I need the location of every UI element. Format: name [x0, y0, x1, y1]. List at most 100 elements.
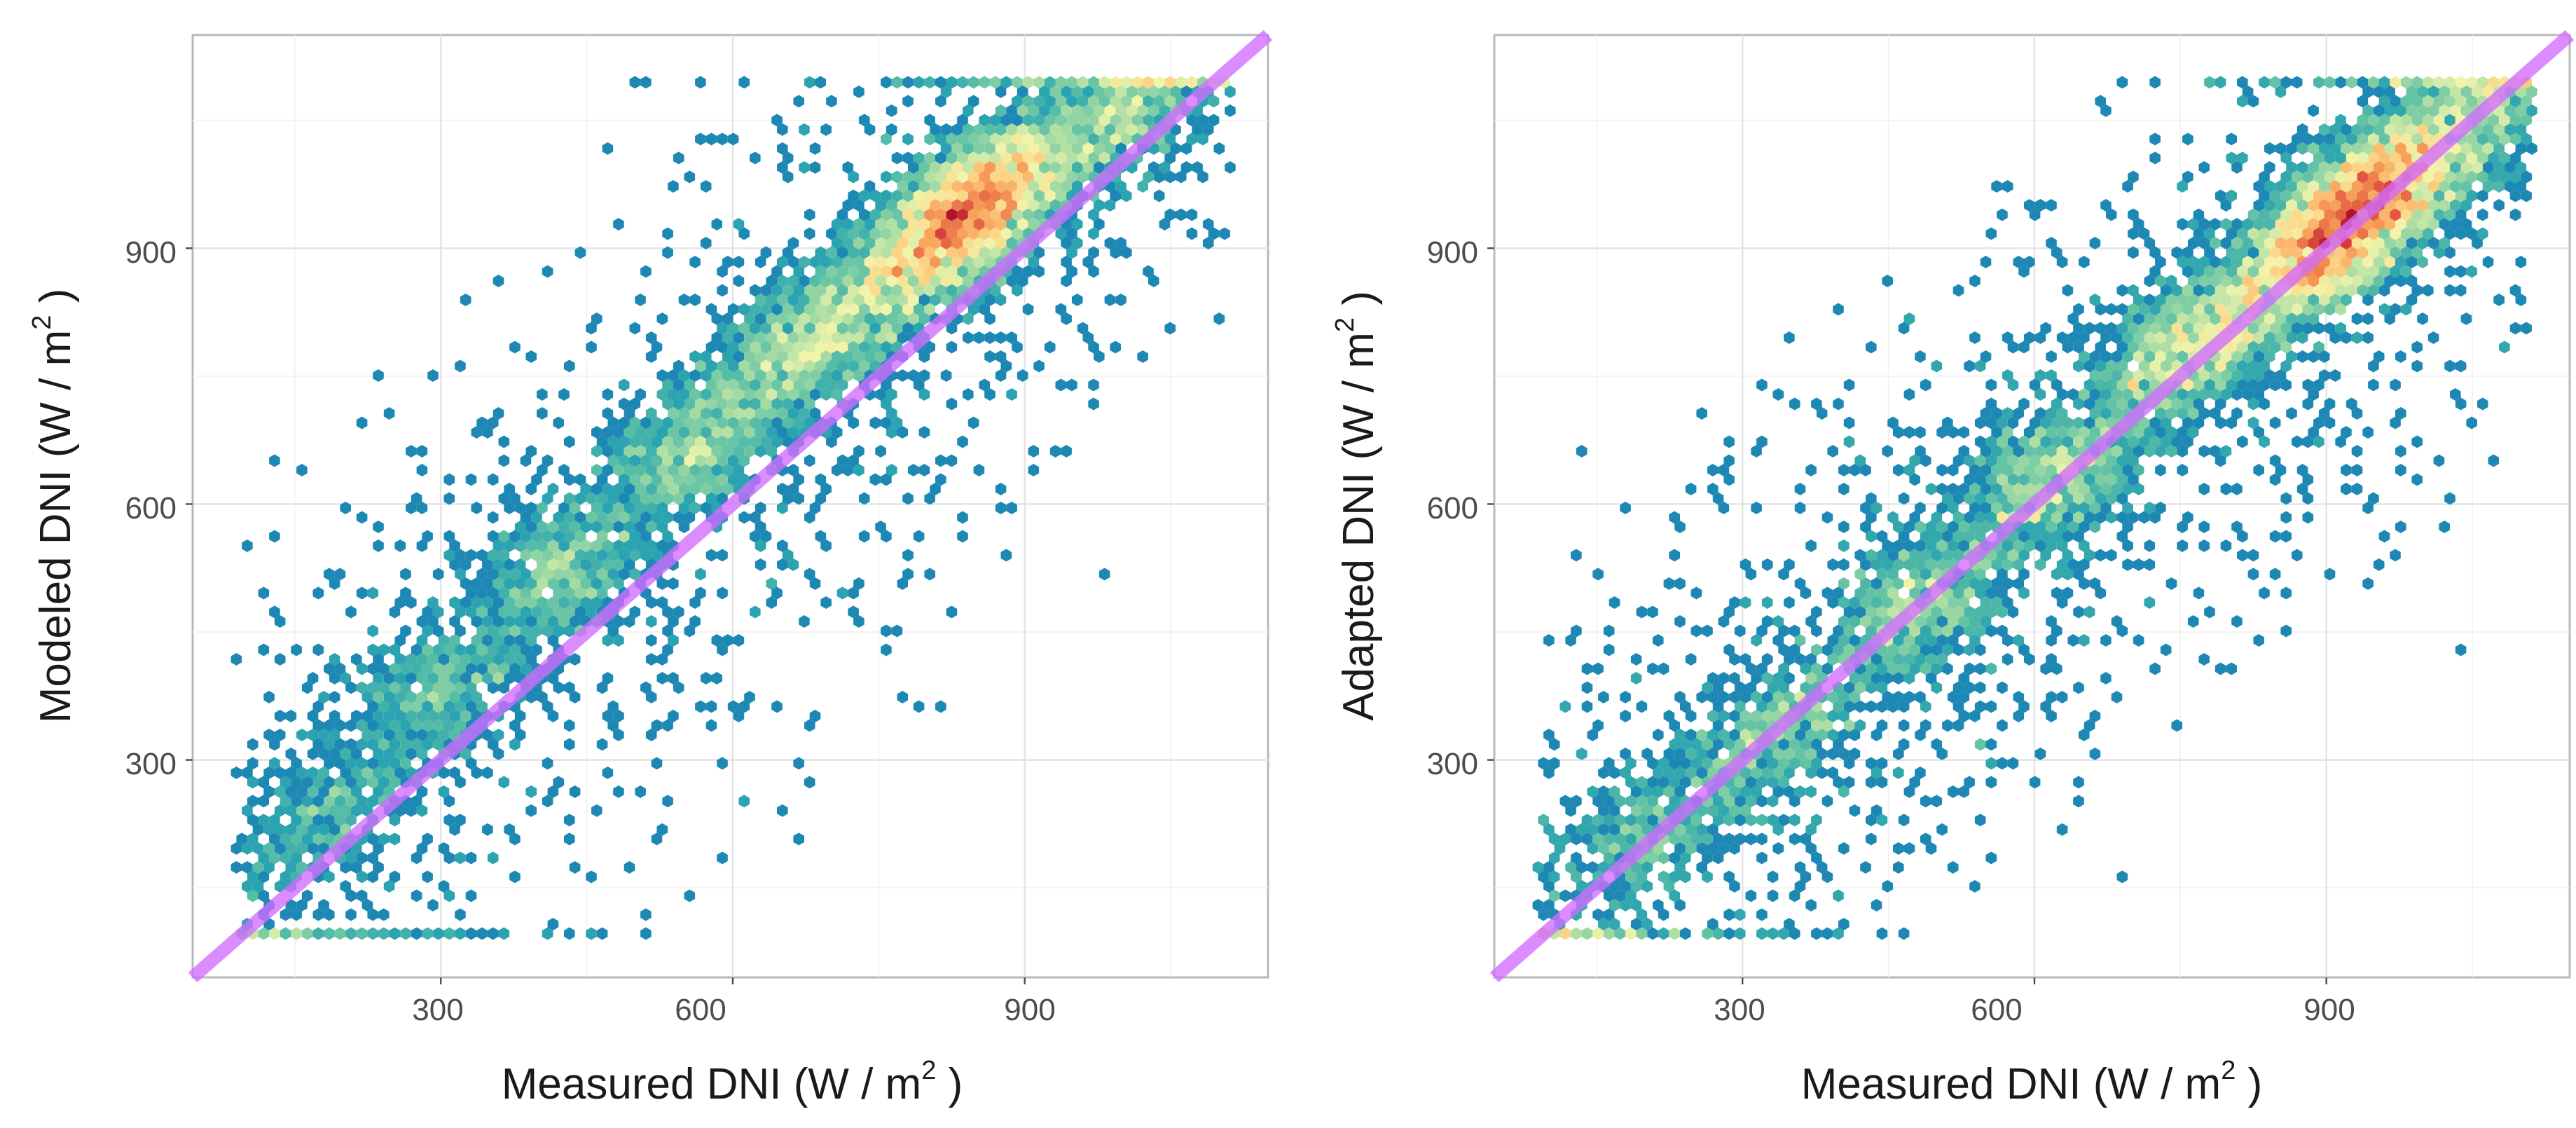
hexbin-right [1915, 502, 1926, 514]
hexbin-left [569, 653, 581, 666]
hexbin-left [744, 369, 755, 382]
hexbin-left [624, 407, 635, 420]
hexbin-left [1017, 180, 1028, 193]
hexbin-right [2051, 586, 2062, 600]
hexbin-right [2275, 312, 2287, 325]
hexbin-right [2073, 530, 2084, 543]
hexbin-left [689, 294, 701, 306]
hexbin-left [782, 151, 794, 165]
hexbin-left [280, 851, 291, 865]
hexbin-right [1942, 643, 1953, 656]
hexbin-right [2073, 416, 2084, 429]
hexbin-left [727, 132, 739, 146]
hexbin-left [389, 738, 401, 751]
hexbin-left [973, 180, 985, 193]
hexbin-right [2450, 218, 2461, 231]
hexbin-left [345, 738, 357, 751]
hexbin-right [2378, 284, 2390, 297]
hexbin-left [629, 322, 641, 335]
hexbin-left [815, 473, 827, 486]
hexbin-left [722, 464, 733, 476]
hexbin-left [547, 596, 559, 609]
hexbin-right [2007, 416, 2019, 429]
hexbin-right [1985, 605, 1997, 619]
hexbin-left [1000, 76, 1012, 89]
hexbin-left [640, 681, 652, 694]
hexbin-right [1876, 549, 1888, 562]
hexbin-left [1066, 151, 1077, 165]
hexbin-right [2002, 369, 2013, 382]
hexbin-left [809, 142, 821, 155]
hexbin-right [2411, 114, 2423, 127]
hexbin-left [274, 729, 286, 741]
hexbin-left [902, 246, 914, 259]
hexbin-right [1942, 416, 1953, 429]
hexbin-right [2062, 492, 2074, 505]
hexbin-right [2056, 407, 2068, 420]
hexbin-right [2346, 397, 2357, 411]
hexbin-left [935, 265, 946, 278]
hexbin-right [1947, 691, 1959, 703]
hexbin-left [586, 568, 597, 581]
hexbin-right [2423, 284, 2434, 297]
hexbin-left [378, 908, 390, 921]
hexbin-left [1110, 95, 1121, 108]
hexbin-left [476, 643, 488, 656]
hexbin-left [935, 95, 946, 108]
hexbin-left [777, 161, 788, 174]
hexbin-left [1094, 161, 1105, 174]
hexbin-left [301, 795, 313, 808]
hexbin-left [449, 558, 460, 571]
hexbin-left [831, 331, 843, 344]
hexbin-left [793, 303, 804, 316]
hexbin-left [602, 539, 614, 552]
hexbin-right [1805, 615, 1817, 628]
hexbin-left [531, 605, 542, 619]
hexbin-left [558, 539, 570, 552]
hexbin-right [2378, 170, 2390, 184]
hexbin-right [1866, 757, 1877, 770]
hexbin-right [2198, 275, 2210, 287]
hexbin-right [1876, 927, 1888, 940]
hexbin-right [2095, 95, 2106, 108]
hexbin-left [967, 132, 979, 146]
hexbin-left [324, 738, 335, 751]
hexbin-left [1061, 445, 1072, 458]
hexbin-left [542, 530, 553, 543]
hexbin-left [940, 142, 952, 155]
hexbin-left [640, 549, 652, 562]
hexbin-left [799, 331, 810, 344]
hexbin-left [324, 776, 335, 789]
hexbin-right [1952, 719, 1964, 732]
hexbin-left [787, 256, 799, 268]
hexbin-left [820, 331, 832, 344]
hexbin-right [2292, 76, 2303, 89]
hexbin-right [1843, 776, 1855, 789]
hexbin-right [2122, 180, 2133, 193]
hexbin-right [2193, 322, 2205, 335]
hexbin-left [291, 813, 302, 827]
hexbin-right [2493, 161, 2505, 174]
hexbin-left [826, 95, 837, 108]
hexbin-right [1554, 842, 1566, 855]
hexbin-right [2324, 170, 2336, 184]
hexbin-right [2165, 350, 2177, 363]
hexbin-left [875, 237, 886, 249]
hexbin-right [1898, 813, 1910, 827]
hexbin-right [2493, 199, 2505, 212]
hexbin-left [717, 341, 728, 354]
hexbin-left [744, 407, 755, 420]
hexbin-left [553, 605, 564, 619]
hexbin-right [1772, 823, 1784, 836]
hexbin-left [913, 227, 925, 240]
hexbin-right [1974, 530, 1986, 543]
hexbin-left [869, 189, 881, 202]
hexbin-left [826, 322, 837, 335]
hexbin-right [1985, 851, 1997, 865]
hexbin-left [285, 710, 297, 722]
hexbin-left [345, 851, 357, 865]
hexbin-right [1543, 880, 1555, 893]
hexbin-right [2247, 549, 2259, 562]
hexbin-left [493, 653, 504, 666]
hexbin-left [438, 691, 450, 703]
